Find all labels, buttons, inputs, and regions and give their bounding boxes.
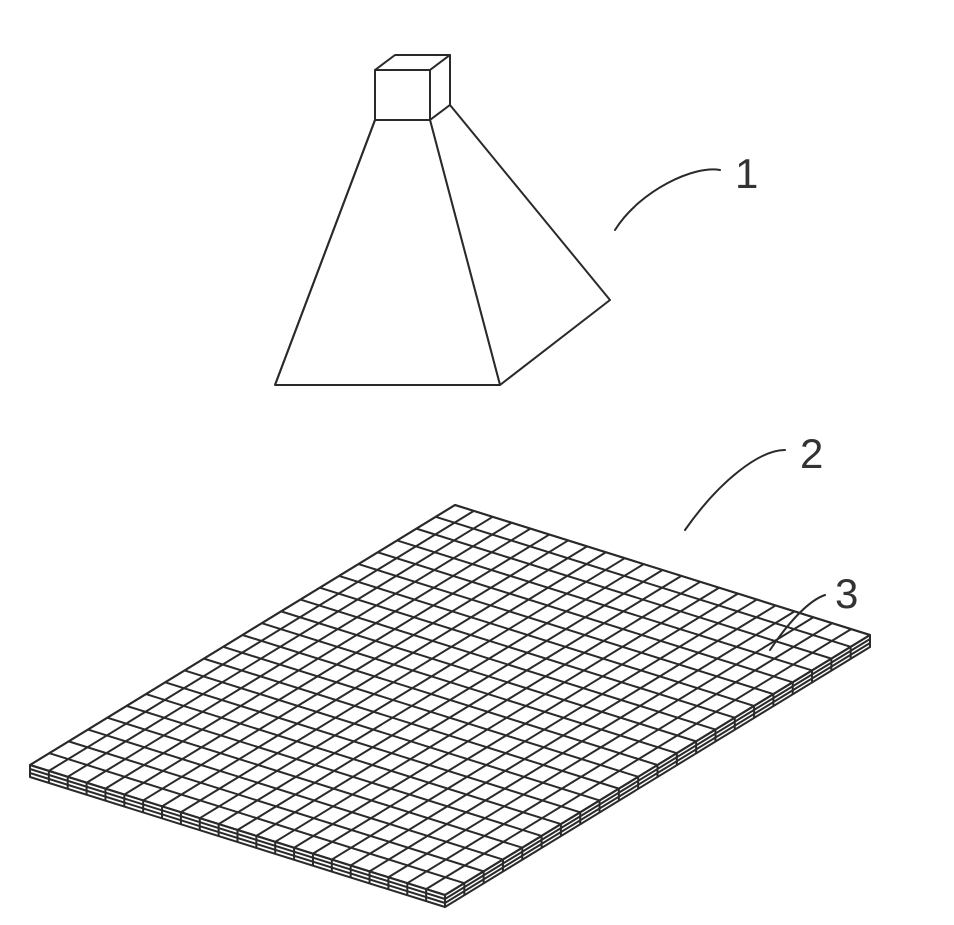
label-2: 2 [800,430,823,478]
label-3: 3 [835,570,858,618]
label-1: 1 [735,150,758,198]
